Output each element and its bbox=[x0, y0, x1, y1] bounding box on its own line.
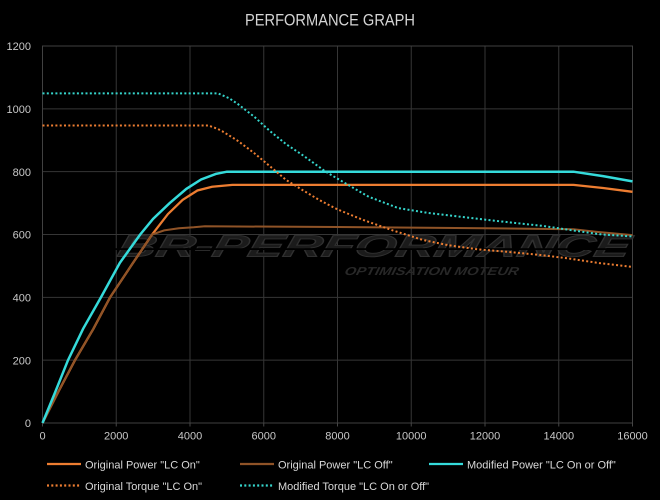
svg-text:1000: 1000 bbox=[7, 104, 31, 116]
svg-text:Original Torque "LC On": Original Torque "LC On" bbox=[85, 481, 202, 493]
svg-text:Original Power "LC Off": Original Power "LC Off" bbox=[278, 459, 393, 471]
svg-text:Original Power "LC On": Original Power "LC On" bbox=[85, 459, 200, 471]
svg-text:14000: 14000 bbox=[544, 431, 575, 443]
svg-text:0: 0 bbox=[39, 431, 45, 443]
svg-text:16000: 16000 bbox=[617, 431, 648, 443]
svg-text:2000: 2000 bbox=[104, 431, 128, 443]
svg-text:6000: 6000 bbox=[252, 431, 276, 443]
svg-text:200: 200 bbox=[13, 355, 31, 367]
svg-text:1200: 1200 bbox=[7, 41, 31, 53]
svg-text:4000: 4000 bbox=[178, 431, 202, 443]
svg-text:OPTIMISATION MOTEUR: OPTIMISATION MOTEUR bbox=[343, 265, 521, 278]
svg-text:800: 800 bbox=[13, 167, 31, 179]
svg-text:10000: 10000 bbox=[396, 431, 427, 443]
svg-text:0: 0 bbox=[25, 418, 31, 430]
svg-text:BR-PERFORMANCE: BR-PERFORMANCE bbox=[114, 229, 636, 264]
svg-text:400: 400 bbox=[13, 292, 31, 304]
svg-text:600: 600 bbox=[13, 230, 31, 242]
svg-text:Modified Torque "LC On or Off": Modified Torque "LC On or Off" bbox=[278, 481, 429, 493]
svg-text:PERFORMANCE GRAPH: PERFORMANCE GRAPH bbox=[245, 11, 415, 30]
svg-text:8000: 8000 bbox=[325, 431, 349, 443]
svg-text:12000: 12000 bbox=[470, 431, 501, 443]
svg-text:Modified Power "LC On or Off": Modified Power "LC On or Off" bbox=[467, 459, 616, 471]
